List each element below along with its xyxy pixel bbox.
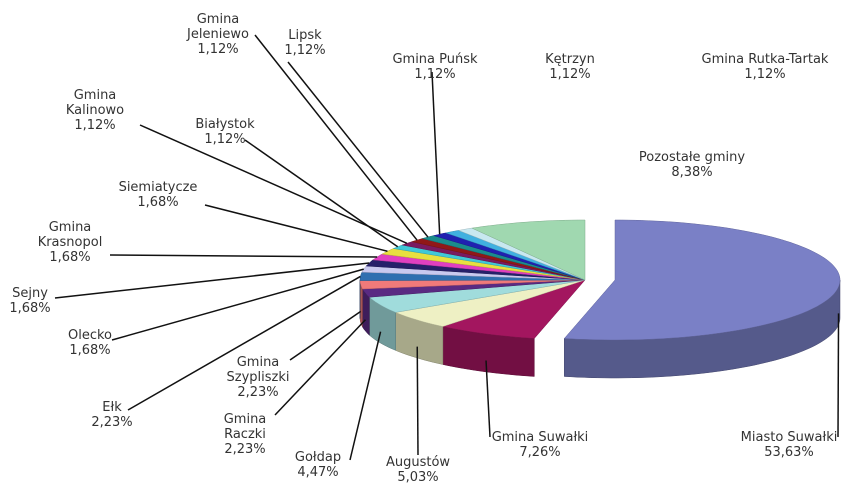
slice	[368, 279, 586, 313]
leader-line	[127, 275, 361, 411]
slice-value: 2,23%	[91, 415, 133, 430]
leader-line	[287, 61, 429, 238]
slice-label: Gołdap 4,47%	[288, 450, 348, 480]
slice-value: 1,12%	[284, 43, 326, 58]
slice-name: Gmina Rutka-Tartak	[701, 52, 829, 67]
slice-name: Kętrzyn	[545, 52, 595, 67]
leader-line	[109, 254, 378, 258]
leader-line	[111, 268, 364, 341]
slice-value: 1,68%	[137, 195, 179, 210]
slice-value: 1,68%	[49, 250, 91, 265]
slice-label: Gmina Suwałki 7,26%	[485, 430, 595, 460]
slice-label: Gmina Szypliszki 2,23%	[218, 355, 298, 400]
slice-name: Gmina Suwałki	[491, 430, 589, 445]
leader-line	[837, 313, 840, 438]
slice-value: 8,38%	[671, 165, 713, 180]
slice-value: 5,03%	[397, 470, 439, 485]
slice-label: Olecko 1,68%	[60, 328, 120, 358]
slice-name: Gmina Jeleniewo	[187, 12, 249, 42]
slice-label: Gmina Raczki 2,23%	[215, 412, 275, 457]
slice-name: Lipsk	[288, 28, 322, 43]
slice-value: 1,12%	[204, 132, 246, 147]
slice	[563, 219, 841, 341]
slice-label: Gmina Puńsk 1,12%	[385, 52, 485, 82]
leader-line	[431, 71, 441, 235]
slice-value: 1,68%	[69, 343, 111, 358]
slice-label: Pozostałe gminy 8,38%	[632, 150, 752, 180]
slice-name: Gołdap	[294, 450, 342, 465]
slice-label: Augustów 5,03%	[378, 455, 458, 485]
slice-value: 7,26%	[519, 445, 561, 460]
leader-line	[244, 139, 399, 248]
slice-value: 1,12%	[74, 118, 116, 133]
slice-name: Gmina Raczki	[223, 412, 267, 442]
leader-line	[204, 204, 388, 253]
slice-value: 1,12%	[197, 42, 239, 57]
slice	[362, 279, 586, 298]
slice-label: Lipsk 1,12%	[275, 28, 335, 58]
slice-label: Ełk 2,23%	[82, 400, 142, 430]
slice-name: Augustów	[385, 455, 451, 470]
slice-name: Siemiatycze	[118, 180, 198, 195]
slice	[394, 279, 586, 327]
slice-value: 1,12%	[414, 67, 456, 82]
slice-name: Miasto Suwałki	[740, 430, 838, 445]
slice-label: Białystok 1,12%	[185, 117, 265, 147]
slice-value: 53,63%	[764, 445, 814, 460]
slice-name: Gmina Puńsk	[392, 52, 478, 67]
slice-value: 1,12%	[549, 67, 591, 82]
slice-label: Gmina Krasnopol 1,68%	[30, 220, 110, 265]
slice-label: Sejny 1,68%	[5, 286, 55, 316]
slice-value: 2,23%	[224, 442, 266, 457]
slice-label: Gmina Rutka-Tartak 1,12%	[690, 52, 840, 82]
leader-line	[416, 346, 419, 456]
slice-name: Białystok	[195, 117, 255, 132]
slice-label: Gmina Kalinowo 1,12%	[55, 88, 135, 133]
slice-name: Gmina Krasnopol	[37, 220, 103, 250]
slice-name: Sejny	[12, 286, 48, 301]
slice-value: 1,12%	[744, 67, 786, 82]
leader-line	[254, 34, 418, 241]
leader-line	[54, 262, 370, 299]
slice-label: Miasto Suwałki 53,63%	[734, 430, 844, 460]
slice-value: 4,47%	[297, 465, 339, 480]
leader-line	[274, 319, 366, 416]
leader-line	[139, 124, 408, 245]
leader-line	[485, 360, 491, 438]
slice-label: Gmina Jeleniewo 1,12%	[178, 12, 258, 57]
slice	[441, 279, 586, 339]
slice	[359, 279, 586, 290]
slice-value: 2,23%	[237, 385, 279, 400]
slice-name: Pozostałe gminy	[638, 150, 746, 165]
slice-name: Gmina Kalinowo	[65, 88, 125, 118]
slice-name: Ełk	[102, 400, 122, 415]
leader-line	[289, 310, 362, 361]
slice-label: Siemiatycze 1,68%	[108, 180, 208, 210]
slice-name: Olecko	[67, 328, 112, 343]
slice-value: 1,68%	[9, 301, 51, 316]
leader-line	[349, 331, 382, 461]
slice-name: Gmina Szypliszki	[226, 355, 290, 385]
slice	[471, 219, 586, 281]
slice-label: Kętrzyn 1,12%	[530, 52, 610, 82]
